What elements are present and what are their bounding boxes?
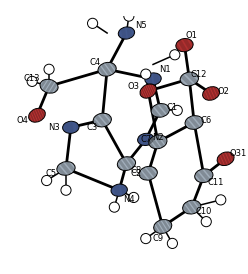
Ellipse shape <box>145 73 161 85</box>
Ellipse shape <box>57 162 75 175</box>
Circle shape <box>42 175 52 185</box>
Circle shape <box>172 105 182 115</box>
Text: N5: N5 <box>135 21 147 30</box>
Ellipse shape <box>154 219 172 233</box>
Circle shape <box>27 76 37 87</box>
Ellipse shape <box>185 116 203 129</box>
Text: C3: C3 <box>87 123 98 132</box>
Text: C13: C13 <box>24 75 40 84</box>
Text: O4: O4 <box>17 116 29 125</box>
Text: O1: O1 <box>186 31 198 40</box>
Circle shape <box>170 50 180 60</box>
Text: C1: C1 <box>167 104 178 113</box>
Ellipse shape <box>139 166 157 180</box>
Ellipse shape <box>118 27 135 39</box>
Text: C10: C10 <box>196 207 212 216</box>
Circle shape <box>167 238 178 249</box>
Ellipse shape <box>93 113 111 127</box>
Circle shape <box>141 69 151 79</box>
Text: O31: O31 <box>229 149 246 158</box>
Text: C8: C8 <box>130 166 142 175</box>
Ellipse shape <box>180 72 198 86</box>
Text: N3: N3 <box>48 123 60 132</box>
Text: C12: C12 <box>191 70 207 79</box>
Ellipse shape <box>29 108 45 122</box>
Ellipse shape <box>98 62 116 76</box>
Circle shape <box>216 195 226 205</box>
Ellipse shape <box>217 152 234 165</box>
Circle shape <box>129 192 139 202</box>
Text: N2: N2 <box>152 133 164 141</box>
Ellipse shape <box>117 157 136 170</box>
Text: O2: O2 <box>217 87 229 96</box>
Ellipse shape <box>183 200 201 214</box>
Text: C6: C6 <box>201 116 212 125</box>
Circle shape <box>109 202 120 212</box>
Circle shape <box>88 18 98 28</box>
Text: C4: C4 <box>90 58 101 67</box>
Circle shape <box>44 64 54 74</box>
Circle shape <box>61 185 71 195</box>
Ellipse shape <box>149 135 167 149</box>
Text: N1: N1 <box>159 65 171 74</box>
Text: C5: C5 <box>46 169 57 178</box>
Text: O3: O3 <box>128 82 140 91</box>
Ellipse shape <box>203 87 219 100</box>
Ellipse shape <box>195 169 213 182</box>
Circle shape <box>141 233 151 244</box>
Ellipse shape <box>151 104 169 117</box>
Circle shape <box>201 216 211 227</box>
Ellipse shape <box>111 184 127 196</box>
Text: N4: N4 <box>123 195 135 204</box>
Text: C7: C7 <box>140 135 152 144</box>
Ellipse shape <box>138 133 154 145</box>
Circle shape <box>124 11 134 21</box>
Ellipse shape <box>140 84 156 98</box>
Text: C11: C11 <box>208 178 224 187</box>
Ellipse shape <box>62 121 79 133</box>
Ellipse shape <box>40 79 58 93</box>
Ellipse shape <box>176 39 193 52</box>
Text: C2: C2 <box>130 169 142 178</box>
Text: C9: C9 <box>152 234 163 243</box>
